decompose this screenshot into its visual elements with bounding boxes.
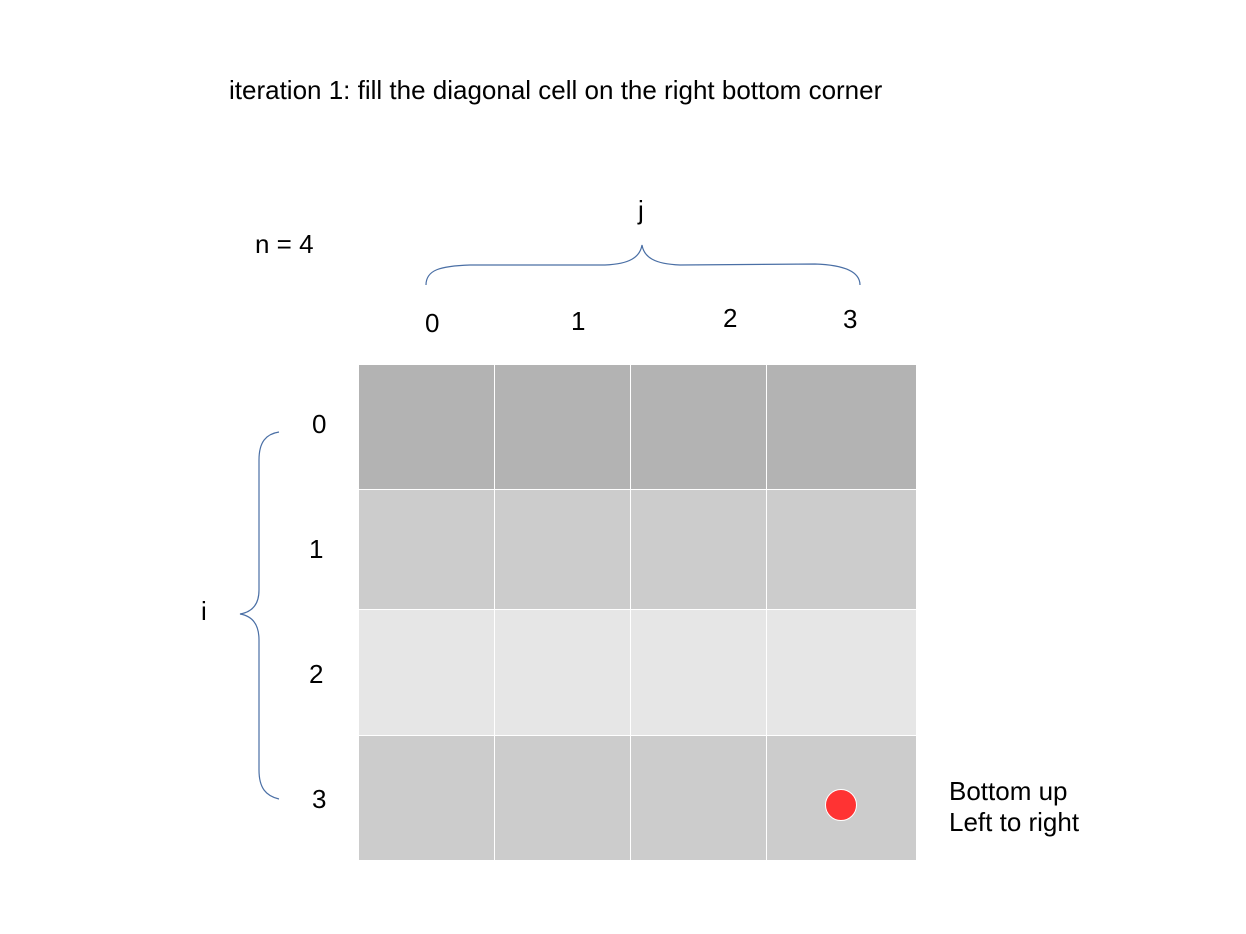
cell-0-0: [359, 365, 494, 489]
dp-table-grid: [359, 365, 916, 863]
cell-2-1: [495, 610, 630, 735]
row-index-0: 0: [312, 409, 327, 439]
row-index-2: 2: [309, 659, 324, 689]
cell-3-3: [767, 736, 916, 860]
cell-2-3: [767, 610, 916, 735]
column-index-0: 0: [425, 308, 440, 338]
traversal-note-line-1: Bottom up: [949, 776, 1068, 806]
column-index-3: 3: [843, 304, 858, 334]
row-index-1: 1: [309, 534, 324, 564]
traversal-note: Bottom up Left to right: [949, 776, 1079, 838]
cell-1-1: [495, 490, 630, 609]
page-title: iteration 1: fill the diagonal cell on t…: [229, 75, 883, 105]
column-axis-label: j: [638, 195, 644, 225]
column-index-2: 2: [723, 303, 738, 333]
cell-0-1: [495, 365, 630, 489]
cell-2-0: [359, 610, 494, 735]
traversal-note-line-2: Left to right: [949, 807, 1080, 837]
cell-0-3: [767, 365, 916, 489]
column-index-1: 1: [571, 306, 586, 336]
filled-cell-marker: [825, 789, 857, 821]
cell-3-1: [495, 736, 630, 860]
cell-3-0: [359, 736, 494, 860]
cell-0-2: [631, 365, 766, 489]
cell-1-0: [359, 490, 494, 609]
cell-1-3: [767, 490, 916, 609]
n-label: n = 4: [255, 229, 314, 259]
cell-1-2: [631, 490, 766, 609]
row-axis-label: i: [201, 596, 207, 626]
row-index-3: 3: [312, 784, 327, 814]
cell-3-2: [631, 736, 766, 860]
cell-2-2: [631, 610, 766, 735]
